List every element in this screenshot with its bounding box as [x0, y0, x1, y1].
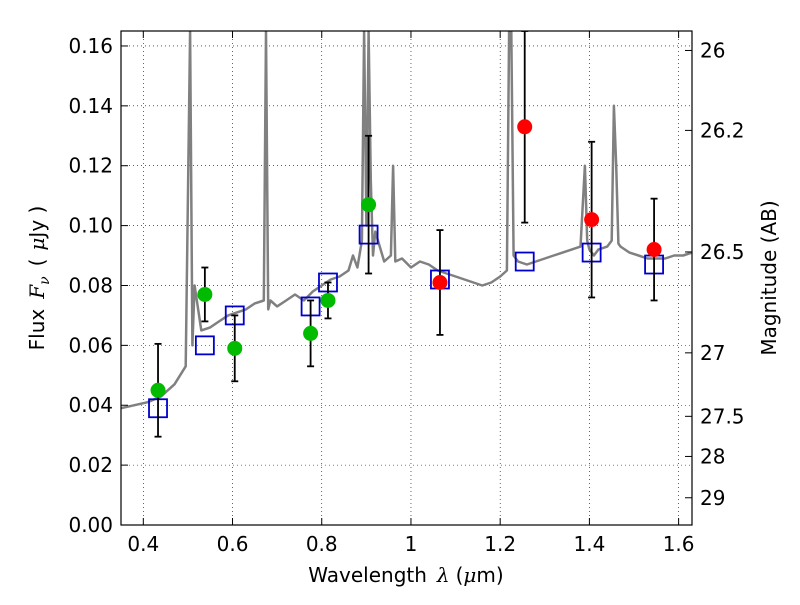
y2-tick-label: 26.5	[700, 240, 745, 264]
y-tick-label: 0.00	[68, 513, 113, 537]
model-sed-layer	[121, 31, 692, 410]
axes-ticks: 0.4 0.6 0.8 1 1.2 1.4 1.6 0.00 0.02 0.04 0.06 0.08 0…	[68, 31, 745, 556]
y-tick-label: 0.06	[68, 333, 113, 357]
y-tick-label: 0.10	[68, 214, 113, 238]
optical-data-point	[197, 286, 213, 302]
y2-tick-label: 26.2	[700, 118, 745, 142]
y-tick-label: 0.08	[68, 273, 113, 297]
optical-data-point	[361, 197, 377, 213]
x-tick-label: 1.4	[573, 532, 605, 556]
y2-tick-label: 29	[700, 486, 725, 510]
x-tick-label: 1	[405, 532, 418, 556]
model-photometry-square	[514, 251, 535, 272]
y2-tick-label: 26	[700, 38, 725, 62]
nir-data-point	[517, 119, 533, 135]
y2-tick-label: 27.5	[700, 404, 745, 428]
x-tick-label: 1.6	[663, 532, 695, 556]
y2-tick-label: 28	[700, 444, 725, 468]
plot-frame	[120, 30, 693, 526]
x-axis-label: Wavelength λ (μm)	[308, 563, 503, 587]
optical-data-point	[303, 325, 319, 341]
optical-data-point	[227, 340, 243, 356]
x-tick-label: 1.2	[484, 532, 516, 556]
nir-data-point	[646, 242, 662, 258]
y-tick-label: 0.04	[68, 393, 113, 417]
x-tick-label: 0.6	[217, 532, 249, 556]
y2-axis-label: Magnitude (AB)	[757, 200, 781, 355]
optical-data-point	[320, 292, 336, 308]
nir-data-point	[584, 212, 600, 228]
x-tick-label: 0.8	[306, 532, 338, 556]
model-photometry-square	[194, 335, 215, 356]
y-tick-label: 0.16	[68, 34, 113, 58]
y-axis-label: FluxFν(μJy )	[25, 206, 53, 351]
x-tick-label: 0.4	[127, 532, 159, 556]
model-sed-line	[121, 31, 692, 410]
y2-tick-label: 27	[700, 341, 725, 365]
observed-points-layer	[150, 119, 662, 398]
y-tick-label: 0.02	[68, 453, 113, 477]
y-tick-label: 0.12	[68, 154, 113, 178]
plot-area	[121, 31, 692, 438]
optical-data-point	[150, 382, 166, 398]
nir-data-point	[432, 274, 448, 290]
y-tick-label: 0.14	[68, 94, 113, 118]
